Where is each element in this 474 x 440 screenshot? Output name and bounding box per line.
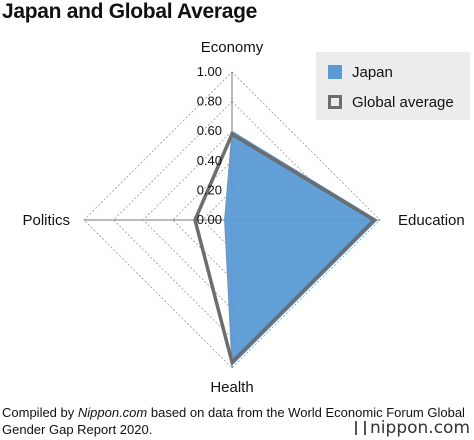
radar-ticks: 1.00 0.80 0.60 0.40 0.20 0.00: [197, 64, 222, 227]
series-japan: [224, 130, 378, 367]
legend-item-japan: Japan: [328, 62, 393, 82]
grid-ring-5: [83, 71, 381, 369]
chart-title: Japan and Global Average: [2, 0, 257, 23]
tick-label-1-00: 1.00: [197, 64, 222, 79]
axis-label-health: Health: [210, 379, 253, 396]
nippon-mark-icon: [355, 421, 367, 435]
source-caption: Compiled by Nippon.com based on data fro…: [2, 404, 474, 438]
axis-label-politics: Politics: [22, 212, 70, 229]
legend: Japan Global average: [316, 52, 470, 120]
legend-item-global-average: Global average: [328, 92, 454, 112]
nippon-logo-text: nippon.com: [370, 418, 470, 438]
radar-chart: 1.00 0.80 0.60 0.40 0.20 0.00 Economy Educatio…: [22, 39, 464, 396]
caption-prefix: Compiled by: [2, 405, 78, 420]
global-average-swatch: [328, 95, 342, 109]
axis-label-economy: Economy: [201, 39, 264, 56]
series-global-average: [193, 131, 377, 366]
legend-label-global-average: Global average: [352, 93, 454, 111]
caption-source: Nippon.com: [77, 405, 148, 420]
caption-suffix: based on data from the World Economic Fo…: [2, 405, 465, 437]
axis-label-education: Education: [398, 212, 465, 229]
tick-label-0-00: 0.00: [197, 212, 222, 227]
nippon-logo: nippon.com: [355, 418, 470, 438]
japan-swatch: [328, 65, 342, 79]
tick-label-0-60: 0.60: [197, 123, 222, 138]
tick-label-0-80: 0.80: [197, 94, 222, 109]
legend-label-japan: Japan: [352, 63, 393, 81]
tick-label-0-40: 0.40: [197, 153, 222, 168]
tick-label-0-20: 0.20: [197, 182, 222, 197]
radar-series: [193, 130, 378, 367]
radar-axis-labels: Economy Education Health Politics: [22, 39, 464, 396]
